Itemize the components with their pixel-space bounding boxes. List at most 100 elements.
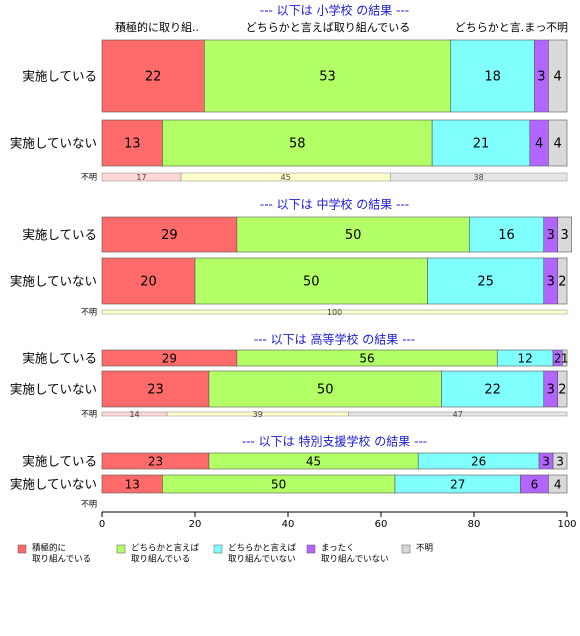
data-label: 4 [554, 137, 562, 152]
data-label: 18 [484, 70, 501, 85]
data-label: 50 [303, 275, 320, 290]
legend-swatch [306, 544, 316, 554]
data-label: 4 [554, 70, 562, 85]
bar-segment [194, 257, 428, 305]
legend-label: 積極的に [32, 543, 66, 554]
data-label: 29 [162, 352, 177, 366]
data-label: 12 [518, 352, 533, 366]
data-label: 3 [556, 455, 564, 469]
bar-segment [552, 452, 568, 470]
bar-segment [101, 257, 196, 305]
legend-label: どちらかと言えば [228, 543, 297, 554]
bar-segment [101, 39, 205, 113]
bar-segment [441, 370, 545, 408]
row-label-unknown: 不明 [81, 500, 97, 509]
data-label-unknown: 45 [281, 173, 291, 182]
row-label: 実施していない [10, 382, 97, 397]
data-label: 13 [125, 478, 140, 492]
row-label: 実施している [22, 454, 97, 469]
bar-segment [101, 119, 163, 167]
row-label: 実施していない [10, 274, 97, 289]
row-label-unknown: 不明 [81, 173, 97, 182]
legend-label: どちらかと言えば [131, 543, 200, 554]
bar-segment [236, 216, 470, 253]
data-label: 22 [484, 383, 501, 398]
data-label: 3 [537, 70, 545, 85]
row-label: 実施している [22, 351, 97, 366]
x-tick-label: 40 [282, 519, 295, 530]
data-label: 2 [554, 352, 562, 366]
bar-segment-unknown [348, 411, 568, 417]
legend-swatch [401, 544, 411, 554]
data-label: 16 [498, 228, 515, 243]
data-label-unknown: 38 [474, 173, 484, 182]
data-label: 50 [317, 383, 334, 398]
bar-segment [101, 216, 238, 253]
panel-title: --- 以下は 特別支援学校 の結果 --- [242, 434, 427, 449]
data-label: 23 [147, 383, 164, 398]
column-header: 不明 [546, 21, 568, 34]
bar-segment [431, 119, 531, 167]
row-label: 実施している [22, 69, 97, 84]
data-label: 1 [561, 352, 569, 366]
column-header: どちらかと言えば取り組んでいる [246, 21, 410, 34]
row-label-unknown: 不明 [81, 308, 97, 317]
data-label: 3 [547, 383, 555, 398]
x-tick-label: 20 [189, 519, 202, 530]
row-label: 実施していない [10, 136, 97, 151]
data-label: 3 [547, 275, 555, 290]
column-header: 積極的に取り組.. [115, 20, 199, 34]
data-label: 6 [531, 478, 539, 492]
legend-label: 取り組んでいる [32, 554, 91, 565]
x-tick-label: 80 [468, 519, 481, 530]
legend-swatch [213, 544, 223, 554]
row-label: 実施している [22, 227, 97, 242]
panel-title: --- 以下は 小学校 の結果 --- [260, 3, 409, 18]
legend-label: 取り組んでいない [321, 554, 389, 565]
data-label: 56 [359, 352, 374, 366]
panel-title: --- 以下は 中学校 の結果 --- [260, 197, 409, 212]
x-tick-label: 0 [99, 519, 105, 530]
bar-segment [548, 119, 568, 167]
bar-segment [450, 39, 535, 113]
data-label: 50 [271, 478, 286, 492]
bar-segment [101, 370, 210, 408]
data-label: 25 [477, 275, 494, 290]
data-label-unknown: 14 [129, 410, 139, 419]
data-label: 4 [535, 137, 543, 152]
data-label: 29 [161, 228, 178, 243]
data-label: 22 [145, 70, 162, 85]
data-label: 26 [471, 455, 486, 469]
data-label: 4 [554, 478, 562, 492]
x-tick-label: 100 [557, 519, 576, 530]
data-label: 23 [148, 455, 163, 469]
data-label: 13 [124, 137, 141, 152]
legend-swatch [116, 544, 126, 554]
data-label: 58 [289, 137, 306, 152]
legend-swatch [17, 544, 27, 554]
bar-segment [562, 349, 568, 367]
bar-segment [548, 474, 568, 494]
data-label: 50 [345, 228, 362, 243]
bar-segment [557, 370, 568, 408]
data-label: 2 [558, 383, 566, 398]
data-label: 2 [558, 275, 566, 290]
bar-segment-unknown [101, 309, 568, 315]
data-label-unknown: 47 [453, 410, 463, 419]
bar-segment [208, 370, 442, 408]
bar-segment [427, 257, 545, 305]
legend-label: 取り組んでいない [228, 554, 296, 565]
bar-segment-unknown [390, 172, 568, 182]
bar-segment [469, 216, 545, 253]
data-label: 3 [547, 228, 555, 243]
data-label-unknown: 100 [327, 308, 342, 317]
data-label: 21 [473, 137, 490, 152]
bar-segment [557, 216, 572, 253]
bar-segment [204, 39, 452, 113]
bar-segment [557, 257, 568, 305]
column-header: っ [536, 21, 547, 34]
data-label: 3 [561, 228, 569, 243]
panel-title: --- 以下は 高等学校 の結果 --- [254, 332, 415, 347]
data-label: 27 [450, 478, 465, 492]
